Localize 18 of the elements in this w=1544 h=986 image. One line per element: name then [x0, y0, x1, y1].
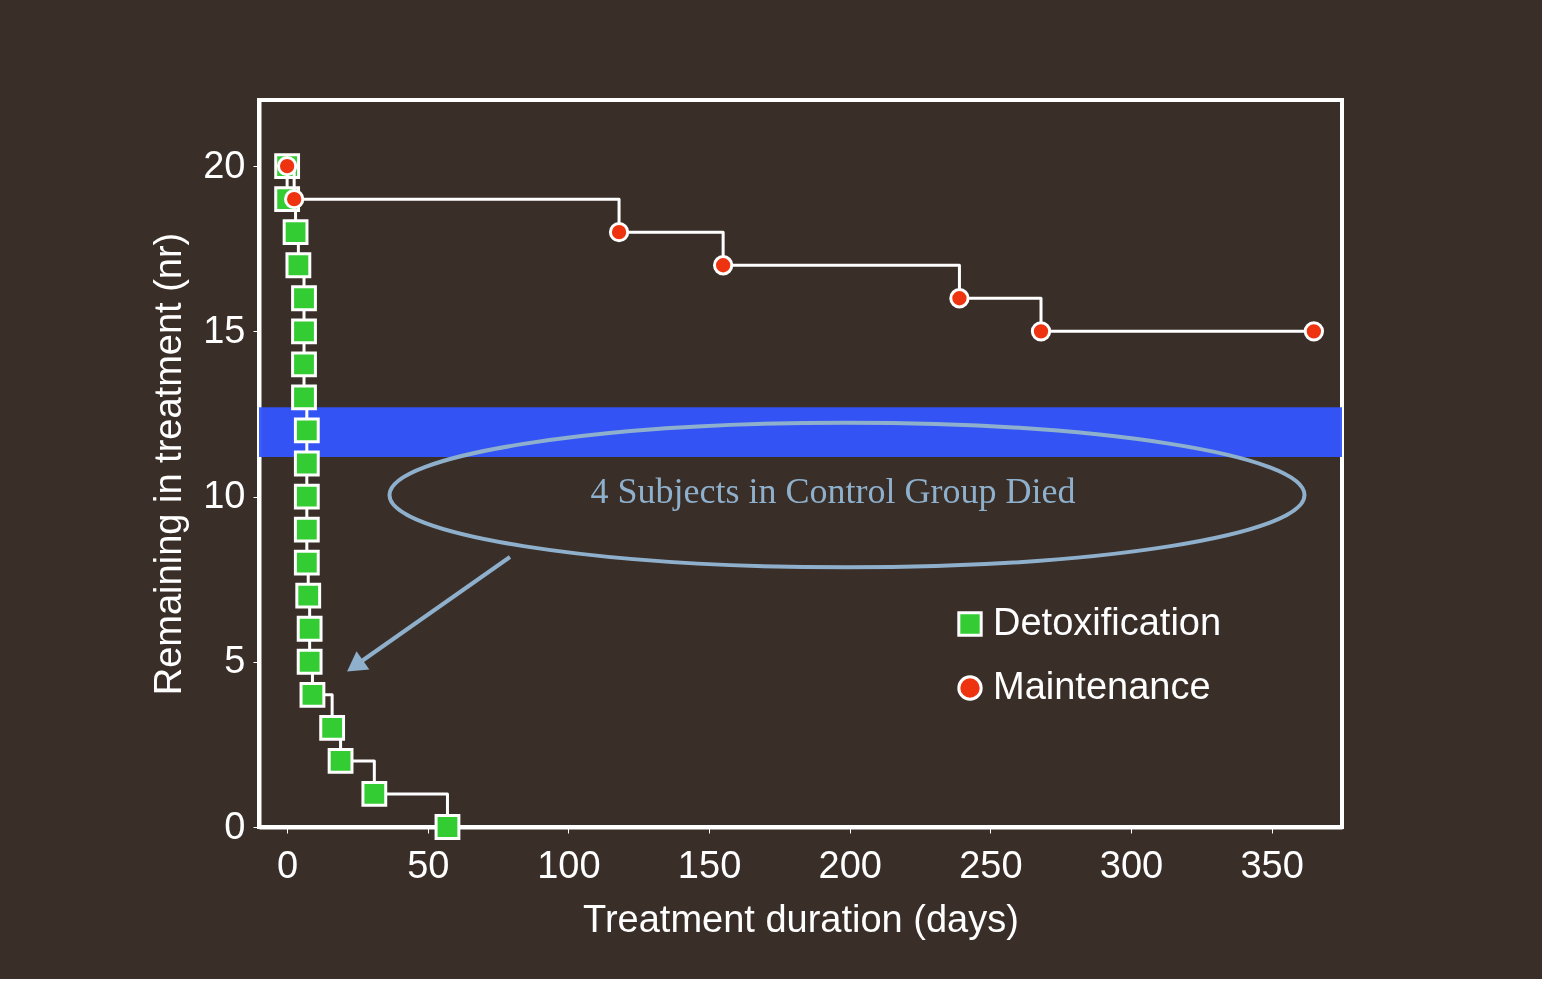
- x-tick-label: 250: [959, 843, 1023, 886]
- x-tick-label: 100: [537, 843, 601, 886]
- y-axis-title: Remaining in treatment (nr): [147, 232, 190, 696]
- x-tick-label: 150: [677, 843, 742, 886]
- x-tick-label: 0: [277, 843, 299, 886]
- legend-label: Detoxification: [993, 601, 1222, 643]
- x-tick-label: 200: [818, 843, 882, 886]
- x-axis-title: Treatment duration (days): [583, 897, 1019, 940]
- x-tick-label: 350: [1240, 843, 1304, 886]
- y-tick-label: 0: [224, 804, 246, 847]
- x-tick-label: 50: [407, 843, 450, 886]
- y-tick-label: 5: [224, 639, 246, 682]
- y-tick-label: 15: [203, 308, 246, 351]
- legend-label: Maintenance: [993, 665, 1211, 707]
- y-tick-label: 20: [203, 143, 246, 186]
- annotation: 4 Subjects in Control Group Died: [590, 471, 1076, 511]
- y-tick-label: 10: [203, 474, 246, 517]
- x-tick-label: 300: [1099, 843, 1164, 886]
